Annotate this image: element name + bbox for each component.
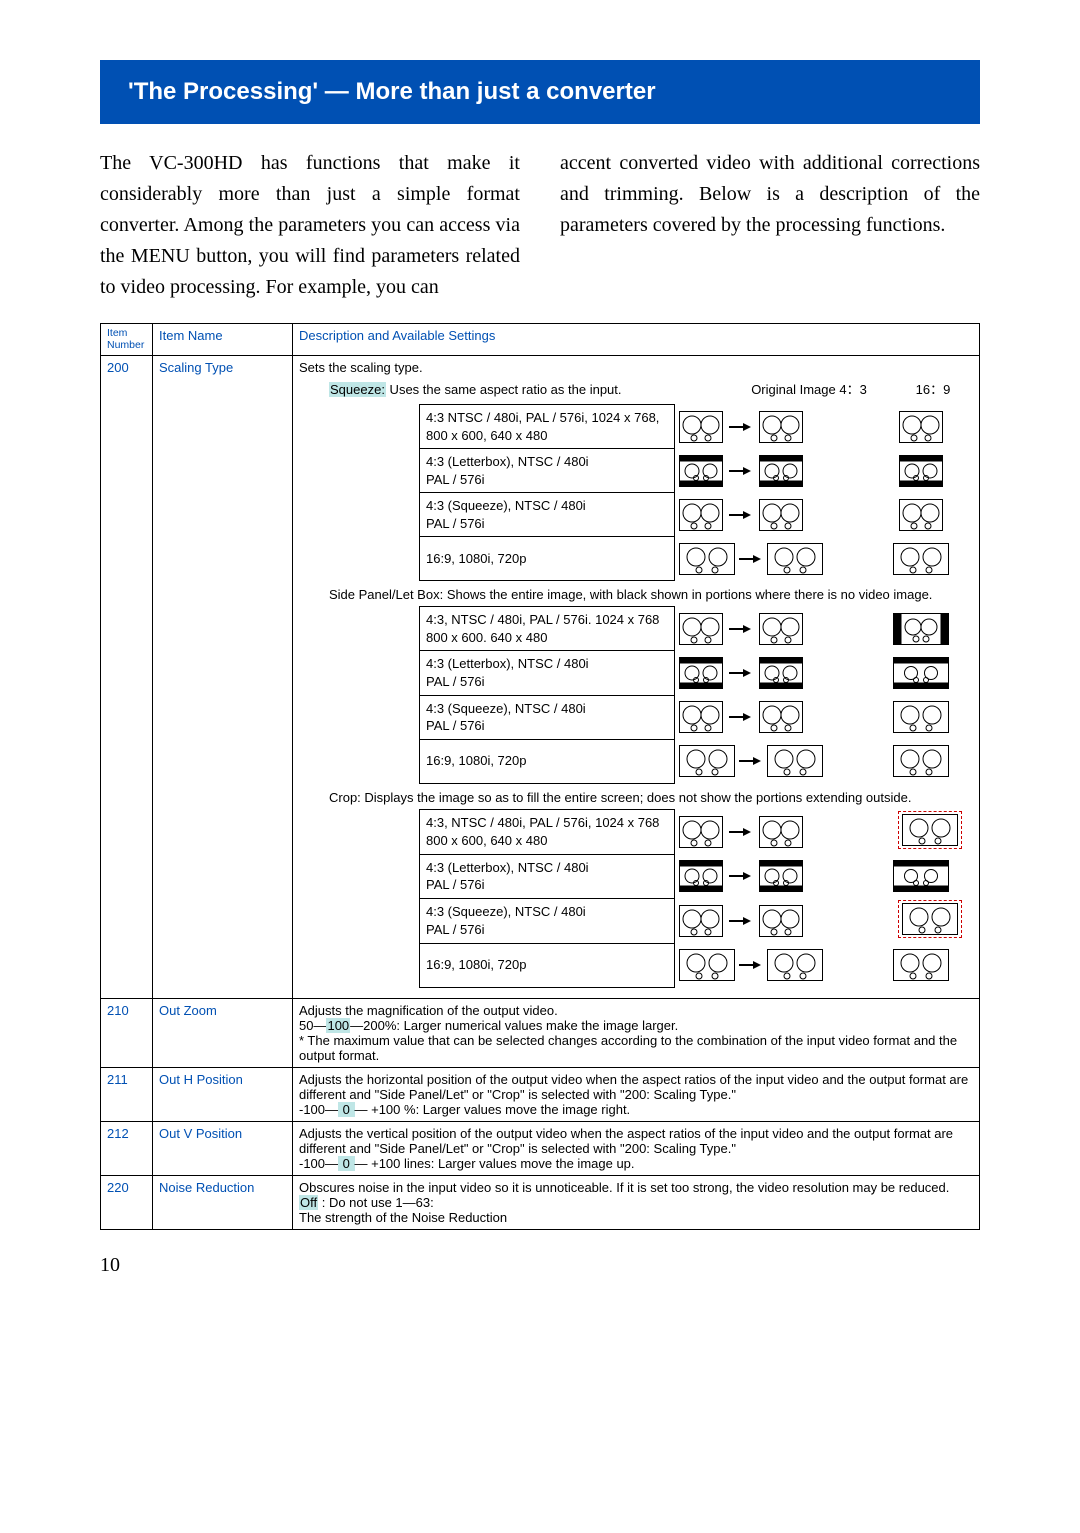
cell-num: 211 <box>101 1067 153 1121</box>
col-header-original: Original Image 4：3 <box>749 379 869 398</box>
cell-num: 212 <box>101 1121 153 1175</box>
fmt: 4:3, NTSC / 480i, PAL / 576i. 1024 x 768… <box>420 607 675 651</box>
fmt: 4:3 (Letterbox), NTSC / 480iPAL / 576i <box>420 651 675 695</box>
intro-col-left: The VC-300HD has functions that make it … <box>100 148 520 303</box>
cell-desc: Obscures noise in the input video so it … <box>293 1175 980 1229</box>
cell-name: Out H Position <box>153 1067 293 1121</box>
intro-text: The VC-300HD has functions that make it … <box>100 148 980 303</box>
intro-col-right: accent converted video with additional c… <box>560 148 980 303</box>
fmt: 4:3 (Squeeze), NTSC / 480iPAL / 576i <box>420 695 675 739</box>
cell-desc: Adjusts the vertical position of the out… <box>293 1121 980 1175</box>
fmt: 16:9, 1080i, 720p <box>420 739 675 783</box>
row-noise-reduction: 220 Noise Reduction Obscures noise in th… <box>101 1175 980 1229</box>
crop-table: 4:3, NTSC / 480i, PAL / 576i, 1024 x 768… <box>419 809 973 988</box>
cell-num: 220 <box>101 1175 153 1229</box>
fmt: 16:9, 1080i, 720p <box>420 943 675 987</box>
row-scaling-type: 200 Scaling Type Sets the scaling type. … <box>101 356 980 999</box>
cell-name: Out V Position <box>153 1121 293 1175</box>
squeeze-text: Uses the same aspect ratio as the input. <box>386 382 622 397</box>
squeeze-label: Squeeze: <box>329 382 386 397</box>
squeeze-header-row: Squeeze: Uses the same aspect ratio as t… <box>329 379 973 398</box>
header-item-name: Item Name <box>153 324 293 356</box>
scaling-lead: Sets the scaling type. <box>299 360 973 375</box>
fmt: 16:9, 1080i, 720p <box>420 537 675 581</box>
cell-num: 210 <box>101 998 153 1067</box>
fmt: 4:3 (Letterbox), NTSC / 480iPAL / 576i <box>420 449 675 493</box>
squeeze-table: 4:3 NTSC / 480i, PAL / 576i, 1024 x 768,… <box>419 404 973 581</box>
header-item-number: Item Number <box>101 324 153 356</box>
fmt: 4:3 (Squeeze), NTSC / 480iPAL / 576i <box>420 493 675 537</box>
crop-header: Crop: Displays the image so as to fill t… <box>329 790 973 805</box>
section-title: 'The Processing' — More than just a conv… <box>100 60 980 124</box>
sidepanel-header: Side Panel/Let Box: Shows the entire ima… <box>329 587 973 602</box>
sidepanel-table: 4:3, NTSC / 480i, PAL / 576i. 1024 x 768… <box>419 606 973 783</box>
page-number: 10 <box>100 1254 980 1277</box>
row-out-v-position: 212 Out V Position Adjusts the vertical … <box>101 1121 980 1175</box>
fmt: 4:3, NTSC / 480i, PAL / 576i, 1024 x 768… <box>420 809 675 854</box>
parameters-table: Item Number Item Name Description and Av… <box>100 323 980 1230</box>
fmt: 4:3 (Letterbox), NTSC / 480iPAL / 576i <box>420 854 675 898</box>
cell-name-scaling: Scaling Type <box>153 356 293 999</box>
cell-name: Out Zoom <box>153 998 293 1067</box>
fmt: 4:3 (Squeeze), NTSC / 480iPAL / 576i <box>420 898 675 943</box>
fmt: 4:3 NTSC / 480i, PAL / 576i, 1024 x 768,… <box>420 405 675 449</box>
cell-num-200: 200 <box>101 356 153 999</box>
cell-desc-scaling: Sets the scaling type. Squeeze: Uses the… <box>293 356 980 999</box>
cell-desc: Adjusts the magnification of the output … <box>293 998 980 1067</box>
cell-desc: Adjusts the horizontal position of the o… <box>293 1067 980 1121</box>
header-description: Description and Available Settings <box>293 324 980 356</box>
row-out-zoom: 210 Out Zoom Adjusts the magnification o… <box>101 998 980 1067</box>
page: 'The Processing' — More than just a conv… <box>0 0 1080 1317</box>
row-out-h-position: 211 Out H Position Adjusts the horizonta… <box>101 1067 980 1121</box>
cell-name: Noise Reduction <box>153 1175 293 1229</box>
col-header-169: 16：9 <box>893 379 973 398</box>
